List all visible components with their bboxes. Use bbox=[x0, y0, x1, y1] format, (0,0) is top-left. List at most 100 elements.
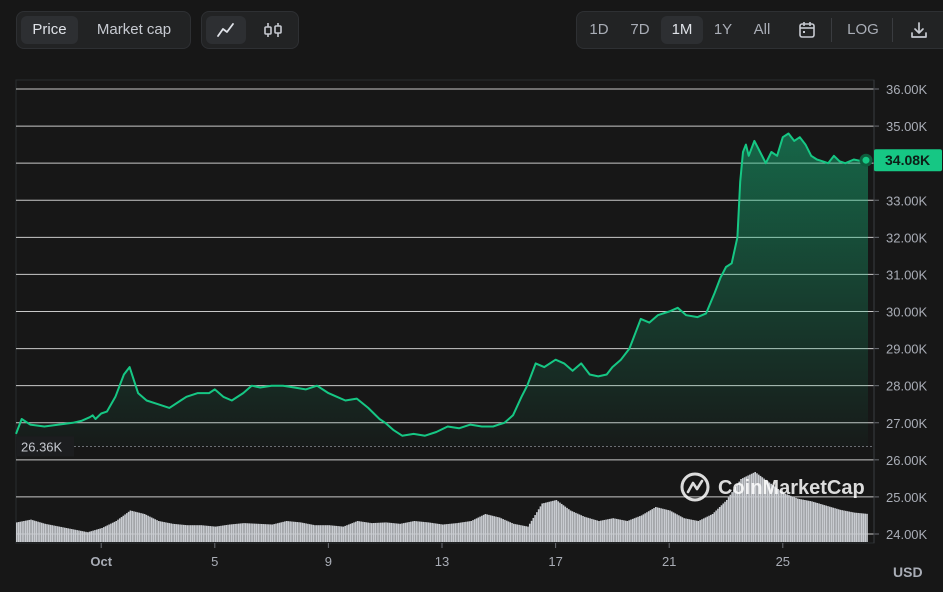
volume-bar bbox=[644, 513, 646, 542]
volume-bar bbox=[149, 516, 151, 542]
volume-bar bbox=[305, 523, 307, 542]
volume-bar bbox=[465, 521, 467, 542]
log-scale-button[interactable]: LOG bbox=[847, 21, 879, 38]
volume-bar bbox=[747, 475, 749, 542]
range-1d-button[interactable]: 1D bbox=[589, 21, 609, 38]
price-area-fill bbox=[16, 133, 868, 447]
volume-bar bbox=[734, 486, 737, 542]
volume-bar bbox=[717, 508, 719, 542]
volume-bar bbox=[623, 520, 625, 542]
candlestick-icon[interactable] bbox=[252, 16, 292, 44]
chart-toolbar: Price Market cap 1D 7D 1M 1Y All bbox=[0, 10, 943, 52]
volume-bar bbox=[158, 521, 160, 542]
volume-bar bbox=[413, 521, 416, 542]
volume-bar bbox=[635, 517, 638, 542]
volume-bar bbox=[768, 482, 771, 542]
volume-bar bbox=[818, 503, 820, 542]
line-chart-icon[interactable] bbox=[206, 16, 246, 44]
current-price-dot[interactable] bbox=[859, 153, 873, 167]
volume-bar bbox=[667, 510, 670, 542]
range-all-button[interactable]: All bbox=[753, 21, 771, 38]
volume-bar bbox=[765, 479, 767, 542]
volume-bar bbox=[733, 489, 735, 542]
metric-toggle: Price Market cap bbox=[16, 11, 191, 49]
volume-bar bbox=[509, 522, 512, 542]
market-cap-tab[interactable]: Market cap bbox=[96, 21, 172, 38]
volume-bar bbox=[442, 524, 444, 542]
range-7d-button[interactable]: 7D bbox=[630, 21, 650, 38]
volume-bar bbox=[599, 520, 602, 542]
volume-bar bbox=[78, 530, 80, 542]
volume-bar bbox=[362, 521, 364, 542]
volume-bar bbox=[592, 519, 595, 542]
volume-bar bbox=[60, 526, 62, 542]
volume-bar bbox=[237, 523, 240, 542]
volume-bar bbox=[168, 523, 171, 542]
volume-bar bbox=[695, 520, 698, 542]
volume-bar bbox=[390, 522, 393, 542]
volume-bar bbox=[74, 529, 77, 542]
volume-bar bbox=[115, 521, 117, 542]
volume-bar bbox=[669, 510, 671, 542]
volume-bar bbox=[213, 526, 215, 542]
download-icon[interactable] bbox=[899, 16, 939, 44]
volume-bar bbox=[280, 522, 283, 542]
volume-bar bbox=[236, 523, 238, 542]
volume-bar bbox=[122, 515, 125, 542]
volume-bar bbox=[555, 500, 558, 542]
range-1m-button[interactable]: 1M bbox=[661, 16, 703, 44]
volume-bar bbox=[16, 522, 18, 542]
volume-bar bbox=[456, 523, 458, 542]
volume-bar bbox=[676, 514, 678, 542]
volume-bar bbox=[94, 530, 96, 542]
volume-bar bbox=[571, 511, 574, 542]
volume-bar bbox=[466, 521, 469, 542]
volume-bar bbox=[598, 521, 600, 542]
volume-bar bbox=[175, 524, 178, 542]
volume-bar bbox=[807, 500, 810, 542]
price-tab[interactable]: Price bbox=[21, 16, 78, 44]
volume-bar bbox=[670, 511, 673, 542]
range-1y-button[interactable]: 1Y bbox=[713, 21, 733, 38]
volume-bar bbox=[252, 523, 254, 542]
y-tick-label: 36.00K bbox=[886, 82, 928, 97]
volume-bar bbox=[209, 526, 212, 542]
volume-bar bbox=[229, 524, 231, 542]
volume-bar bbox=[232, 524, 235, 542]
volume-bar bbox=[738, 481, 741, 542]
volume-bar bbox=[608, 518, 611, 542]
y-tick-label: 31.00K bbox=[886, 267, 928, 282]
calendar-icon[interactable] bbox=[787, 16, 827, 44]
volume-bar bbox=[594, 519, 597, 542]
coinmarketcap-watermark: CoinMarketCap bbox=[680, 472, 865, 502]
svg-text:34.08K: 34.08K bbox=[885, 152, 930, 168]
volume-bar bbox=[56, 526, 59, 542]
volume-bar bbox=[715, 510, 717, 542]
volume-bar bbox=[557, 501, 559, 542]
volume-bar bbox=[589, 518, 591, 542]
volume-bar bbox=[447, 523, 449, 542]
volume-bar bbox=[87, 532, 89, 542]
volume-bar bbox=[76, 530, 78, 542]
volume-bar bbox=[42, 523, 45, 542]
volume-bar bbox=[124, 514, 126, 542]
volume-bar bbox=[814, 502, 817, 542]
volume-bar bbox=[186, 525, 188, 542]
open-price-badge: 26.36K bbox=[16, 436, 74, 457]
volume-bar bbox=[802, 499, 804, 542]
volume-bar bbox=[850, 511, 852, 542]
volume-bar bbox=[647, 511, 650, 542]
volume-bar bbox=[741, 478, 744, 542]
volume-bar bbox=[844, 510, 847, 542]
volume-bar bbox=[275, 523, 277, 542]
volume-bar bbox=[660, 508, 662, 542]
volume-bar bbox=[129, 510, 132, 542]
volume-bar bbox=[427, 522, 430, 542]
volume-bar bbox=[165, 522, 167, 542]
volume-bar bbox=[239, 523, 242, 542]
y-tick-label: 32.00K bbox=[886, 230, 928, 245]
volume-bar bbox=[566, 507, 568, 542]
volume-bar bbox=[759, 475, 762, 542]
volume-bar bbox=[573, 512, 575, 542]
